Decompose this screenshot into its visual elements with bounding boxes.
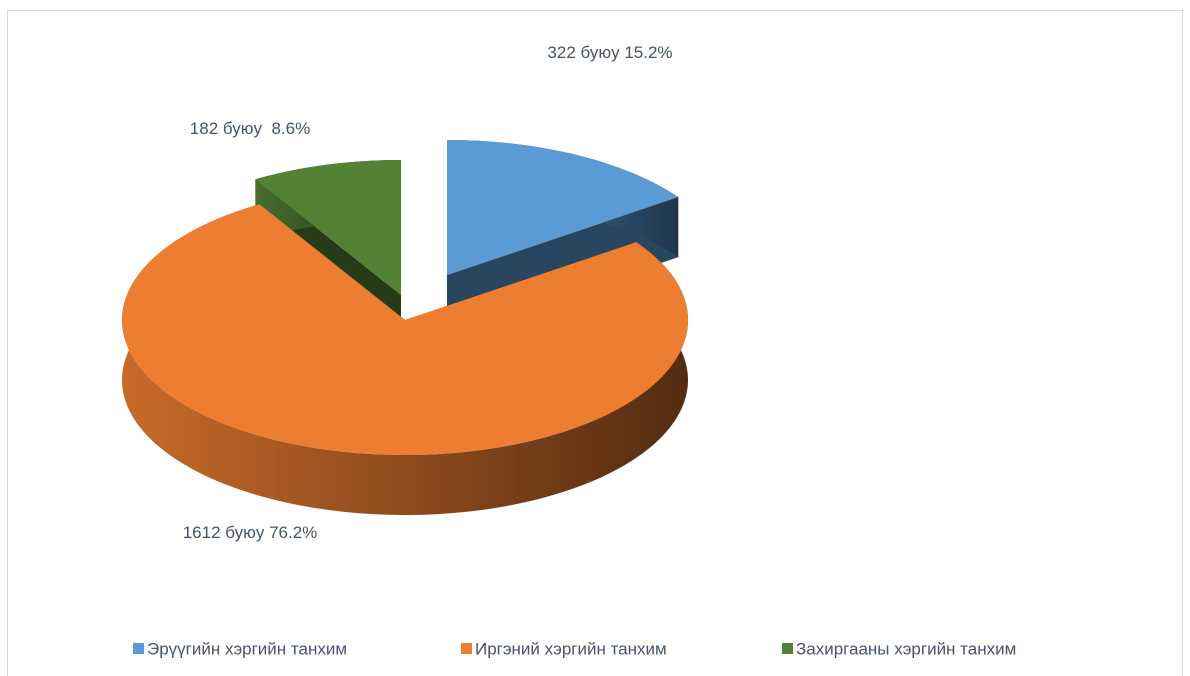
chart-border — [7, 10, 1183, 676]
data-label: 322 буюу 15.2% — [547, 43, 673, 62]
legend-label: Эрүүгийн хэргийн танхим — [147, 639, 347, 658]
legend-label: Иргэний хэргийн танхим — [475, 639, 667, 658]
pie-tops — [122, 140, 688, 455]
slice — [255, 160, 401, 295]
slice — [447, 140, 679, 275]
legend-swatch — [133, 643, 144, 654]
legend: Эрүүгийн хэргийн танхим Иргэний хэргийн т… — [133, 639, 1016, 658]
legend-label: Захиргааны хэргийн танхим — [796, 639, 1016, 658]
legend-swatch — [461, 643, 472, 654]
data-label: 1612 буюу 76.2% — [182, 523, 318, 542]
slice-side — [122, 204, 688, 515]
slice — [122, 204, 688, 455]
data-label: 182 буюу 8.6% — [189, 119, 311, 138]
legend-swatch — [782, 643, 793, 654]
